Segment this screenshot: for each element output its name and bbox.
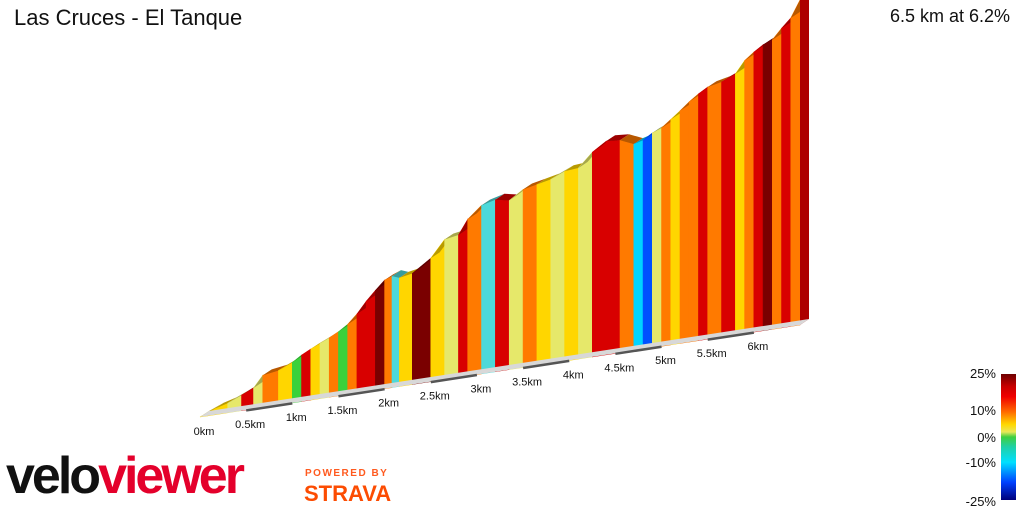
profile-slice [508,188,524,370]
profile-slice [781,17,792,329]
profile-slice [458,218,468,378]
strava-logo[interactable]: STRAVA [304,481,392,506]
legend-label-minus-25: -25% [965,494,996,509]
profile-slice [564,167,579,362]
profile-slice [391,275,400,388]
profile-slice-ridge [399,267,422,278]
profile-slice [721,73,736,338]
profile-slice [495,199,510,373]
profile-slice [735,59,745,336]
x-tick-label: 5km [655,355,676,367]
profile-slice-ridge [606,134,629,142]
profile-slice [430,238,445,382]
profile-slice-ridge [207,402,224,413]
profile-slice [338,323,348,397]
veloviewer-logo[interactable]: veloviewer [6,447,245,505]
distance-gradient-summary: 6.5 km at 6.2% [889,6,1010,26]
profile-slice [670,110,681,346]
profile-slice-ridge [214,397,237,409]
logo-viewer-text: viewer [98,447,245,505]
baseline-band [615,345,662,356]
x-axis-ticks: 0km 0.5km 1km 1.5km 2km 2.5km 3km 3.5km 4km 4.5km… [194,341,769,438]
profile-slice [384,275,393,390]
profile-slice-ridge [707,76,731,88]
x-tick-label: 4.5km [604,362,634,374]
profile-slice [698,86,708,341]
profile-slice [619,139,635,353]
legend-label-0: 0% [977,430,996,445]
x-tick-label: 2km [378,398,399,410]
baseline-band [338,387,385,398]
profile-slice-ridge [523,178,546,190]
profile-slice [412,257,432,385]
x-tick-label: 3.5km [512,376,542,388]
baseline-band [707,331,755,341]
x-tick-label: 5.5km [697,348,727,360]
profile-slice-ridge [481,193,505,206]
profile-slice-ridge [495,193,519,201]
profile-slice-ridge [227,389,251,404]
profile-slice [536,178,552,366]
x-tick-label: 3km [471,384,492,396]
powered-by-label: POWERED BY [305,468,389,479]
x-tick-label: 0km [194,426,215,438]
profile-slice [550,170,565,364]
profile-slice [356,300,367,394]
profile-slice-ridge [384,270,401,281]
profile-slice [319,337,330,399]
profile-slice-ridge [536,173,560,185]
profile-slice-ridge [620,134,643,145]
profile-slice [522,184,538,368]
x-tick-label: 6km [747,341,768,353]
profile-slice [790,0,801,327]
profile-slice [481,199,496,375]
x-tick-label: 1km [286,412,307,424]
baseline-band [430,373,478,384]
profile-slice-ridge [550,165,574,180]
profile-slice [467,204,482,377]
profile-slice [661,118,672,347]
baseline-band [522,359,570,370]
profile-slice [707,81,722,340]
chart-title: Las Cruces - El Tanque [14,5,243,30]
profile-slice [592,140,607,358]
profile-slice [642,132,653,350]
profile-slice [652,127,662,348]
gradient-legend-bar [1001,374,1016,500]
profile-slice [578,151,593,360]
profile-slice [399,273,413,387]
profile-slice [375,279,385,391]
profile-slice [301,348,312,402]
profile-slice [679,101,690,344]
profile-slice [444,234,459,380]
baseline-band [245,402,293,412]
profile-slice [605,139,621,356]
x-tick-label: 1.5km [327,405,357,417]
profile-slice [744,51,755,334]
profile-base-strip [200,319,809,417]
profile-slice-ridge [262,364,288,376]
profile-slice [347,313,358,395]
profile-slice [688,93,699,343]
x-tick-label: 0.5km [235,419,265,431]
profile-end-cap [800,0,809,325]
profile-baseline [200,319,809,417]
x-tick-label: 2.5km [420,391,450,403]
profile-slice [310,342,321,401]
profile-slice-ridge [392,270,409,278]
profile-slice [328,331,339,398]
legend-label-25: 25% [969,366,996,381]
profile-slice [772,27,782,330]
profile-slice [292,354,302,404]
profile-slice [633,139,644,351]
profile-slice [753,44,764,333]
profile-slice [365,289,376,392]
x-tick-label: 4km [563,369,584,381]
legend-label-10: 10% [969,403,996,418]
profile-slice [762,39,773,332]
legend-label-minus-10: -10% [965,455,996,470]
logo-velo-text: velo [6,447,101,505]
